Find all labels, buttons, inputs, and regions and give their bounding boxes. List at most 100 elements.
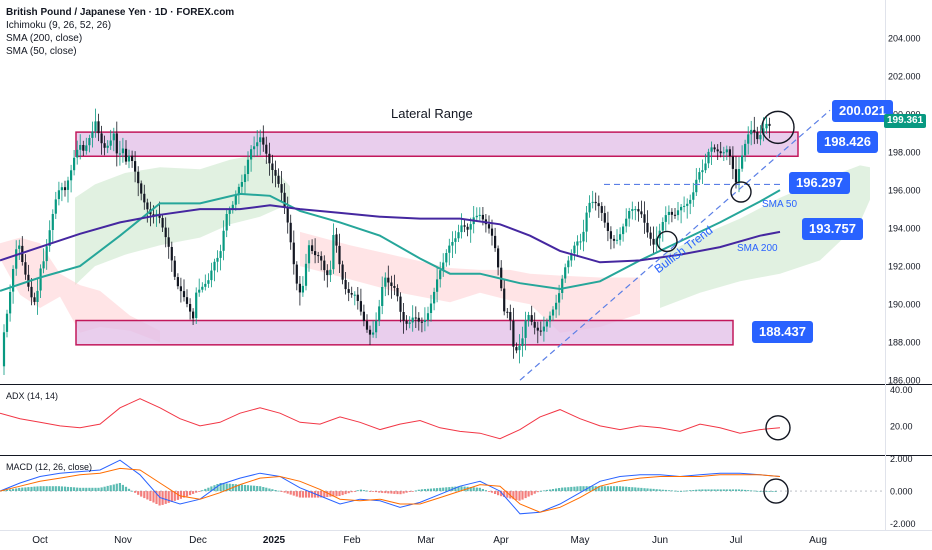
- time-tick-label: Oct: [32, 535, 48, 546]
- candle-down: [280, 184, 283, 193]
- macd-histogram-bar: [622, 486, 625, 492]
- macd-histogram-bar: [33, 486, 36, 491]
- candle-up: [762, 128, 765, 135]
- time-tick-label: Feb: [343, 535, 361, 546]
- candle-up: [216, 257, 219, 262]
- macd-histogram-bar: [329, 491, 332, 497]
- level-tag-198426[interactable]: 198.426: [817, 131, 878, 153]
- candle-up: [750, 129, 753, 135]
- macd-histogram-bar: [707, 489, 710, 491]
- candle-up: [243, 174, 247, 182]
- level-tag-193757[interactable]: 193.757: [802, 218, 863, 240]
- macd-histogram-bar: [384, 491, 387, 494]
- candle-down: [603, 213, 606, 223]
- candle-up: [384, 277, 387, 287]
- candle-down: [637, 209, 640, 212]
- macd-histogram-bar: [298, 491, 301, 498]
- candle-down: [713, 147, 716, 150]
- macd-histogram-bar: [530, 491, 533, 496]
- candle-up: [94, 121, 97, 132]
- candle-up: [301, 285, 304, 293]
- candle-up: [246, 159, 250, 174]
- macd-histogram-bar: [689, 490, 692, 491]
- legend-sma-200[interactable]: SMA (200, close): [6, 33, 83, 44]
- candle-up: [551, 309, 555, 316]
- candle-down: [189, 304, 192, 312]
- macd-histogram-bar: [753, 490, 756, 492]
- macd-histogram-bar: [670, 490, 673, 492]
- highlight-circle: [765, 415, 791, 441]
- macd-histogram-bar: [320, 491, 323, 498]
- candle-down: [344, 280, 347, 290]
- time-tick-label: Nov: [114, 535, 132, 546]
- macd-histogram-bar: [558, 488, 561, 492]
- candle-down: [768, 123, 771, 126]
- macd-histogram-bar: [500, 491, 503, 497]
- candle-up: [454, 238, 457, 242]
- macd-histogram-bar: [51, 486, 54, 492]
- macd-histogram-bar: [771, 491, 774, 492]
- legend-ichimoku[interactable]: Ichimoku (9, 26, 52, 26): [6, 20, 112, 31]
- macd-histogram-bar: [140, 491, 143, 497]
- adx-line: [0, 398, 781, 440]
- candle-up: [378, 306, 381, 321]
- macd-histogram-bar: [429, 488, 433, 492]
- candle-up: [445, 253, 448, 263]
- candle-down: [463, 225, 466, 227]
- candle-up: [634, 209, 637, 211]
- candle-up: [622, 226, 625, 235]
- candle-down: [402, 312, 405, 321]
- macd-histogram-bar: [198, 491, 201, 492]
- candle-up: [744, 143, 747, 156]
- macd-histogram-bar: [731, 489, 734, 491]
- level-tag-188437[interactable]: 188.437: [752, 321, 813, 343]
- candle-up: [228, 210, 231, 214]
- macd-histogram-bar: [408, 491, 411, 492]
- macd-histogram-bar: [490, 491, 494, 493]
- candle-down: [536, 327, 539, 331]
- candle-down: [643, 214, 646, 223]
- level-tag-196297[interactable]: 196.297: [789, 172, 850, 194]
- candle-up: [207, 280, 210, 284]
- macd-histogram-bar: [179, 491, 182, 499]
- candle-down: [271, 163, 274, 170]
- macd-histogram-bar: [146, 491, 149, 500]
- legend-sma-50[interactable]: SMA (50, close): [6, 46, 77, 57]
- macd-histogram-bar: [719, 489, 722, 491]
- macd-histogram-bar: [533, 491, 536, 494]
- macd-histogram-bar: [42, 486, 45, 492]
- candle-down: [323, 260, 326, 271]
- candle-down: [82, 145, 85, 151]
- macd-histogram-bar: [228, 483, 231, 491]
- macd-histogram-bar: [326, 491, 329, 497]
- time-tick-label: Jun: [652, 535, 668, 546]
- macd-histogram-bar: [515, 491, 518, 500]
- macd-histogram-bar: [167, 491, 170, 503]
- macd-histogram-bar: [680, 491, 683, 492]
- candle-down: [274, 170, 277, 176]
- candle-down: [731, 156, 734, 169]
- macd-histogram-bar: [109, 485, 112, 492]
- candle-down: [292, 242, 295, 265]
- macd-tick-label: 2.000: [890, 454, 913, 464]
- macd-histogram-bar: [765, 491, 768, 492]
- macd-histogram-bar: [649, 488, 652, 492]
- candle-down: [512, 320, 515, 347]
- macd-histogram-bar: [524, 491, 527, 499]
- candle-up: [66, 180, 70, 190]
- candle-down: [670, 211, 673, 215]
- macd-histogram-bar: [652, 488, 655, 491]
- candle-up: [707, 151, 710, 164]
- macd-histogram-bar: [79, 487, 82, 491]
- macd-histogram-bar: [311, 491, 314, 498]
- candle-down: [33, 297, 36, 302]
- macd-histogram-bar: [210, 486, 213, 491]
- candle-up: [710, 147, 713, 152]
- macd-histogram-bar: [280, 491, 283, 492]
- macd-histogram-bar: [85, 487, 88, 491]
- macd-histogram-bar: [518, 491, 521, 501]
- macd-histogram-bar: [716, 489, 719, 491]
- level-tag-200021[interactable]: 200.021: [832, 100, 893, 122]
- candle-down: [756, 132, 759, 140]
